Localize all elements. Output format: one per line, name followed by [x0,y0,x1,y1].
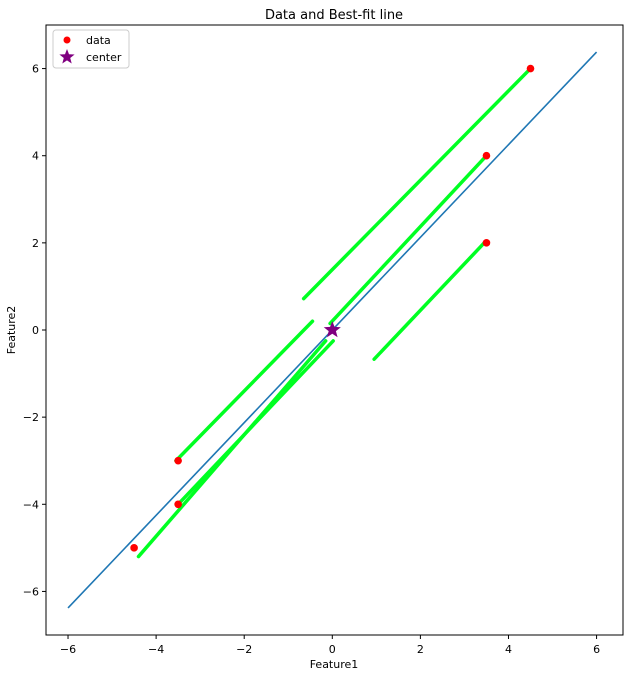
data-point-5 [482,151,491,160]
y-tick-label: −6 [23,585,39,598]
y-tick-label: 4 [32,150,39,163]
projection-segment-5 [328,153,489,326]
projection-segment-2 [176,339,335,507]
data-point-2 [174,500,182,509]
x-tick-label: 6 [593,643,600,656]
data-point-3 [174,456,182,465]
chart-title: Data and Best-fit line [265,8,403,23]
y-tick-label: −2 [23,411,39,424]
projection-segment-6 [372,241,487,361]
x-tick-label: −6 [60,643,76,656]
x-axis: −6 −4 −2 0 2 4 6 [60,635,600,656]
legend-label-data: data [86,34,111,47]
y-tick-label: −4 [23,498,39,511]
x-tick-label: −2 [236,643,252,656]
y-axis: −6 −4 −2 0 2 4 6 [23,63,46,598]
y-tick-label: 6 [32,63,39,76]
projection-segment-4 [301,66,533,301]
data-point-4 [482,239,491,247]
projection-segment-3 [174,319,315,463]
plot-layer [67,51,598,609]
y-axis-label: Feature2 [5,306,18,355]
y-tick-label: 2 [32,237,39,250]
data-point-6 [526,64,535,73]
x-tick-label: −4 [148,643,164,656]
legend-label-center: center [86,51,122,64]
legend-marker-center [59,49,75,64]
legend: data center [52,29,130,69]
legend-marker-data [63,36,71,44]
x-tick-label: 0 [329,643,336,656]
x-tick-label: 2 [417,643,424,656]
x-axis-label: Feature1 [310,658,359,671]
x-tick-label: 4 [505,643,512,656]
data-point-1 [130,544,138,552]
legend-box [52,29,130,69]
center-point-1 [323,321,341,338]
y-tick-label: 0 [32,324,39,337]
